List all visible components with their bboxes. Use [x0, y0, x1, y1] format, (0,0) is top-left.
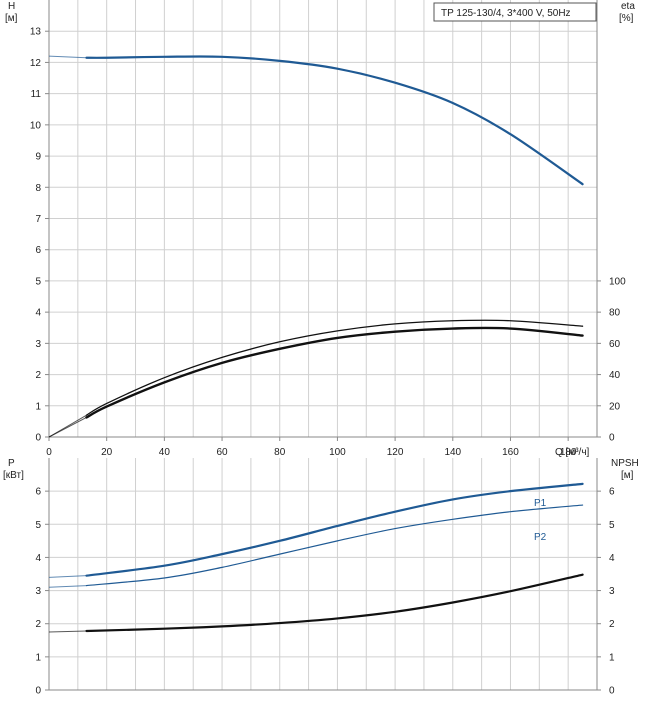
y-left-tick-label: 11	[31, 89, 42, 100]
power-npsh-panel: 0 1 2 3 4 5 6 0 1 2 3 4 5 6	[35, 458, 615, 697]
y-left-tick-label: 4	[35, 553, 41, 564]
y-left-tick-label: 9	[35, 152, 41, 163]
series-label-p1: P1	[534, 498, 547, 509]
x-tick-label: 100	[329, 447, 346, 458]
y-right-tick-label: 0	[609, 433, 615, 444]
y-right-tick-label: 40	[609, 370, 621, 381]
y-left-tick-label: 3	[35, 339, 41, 350]
x-tick-label: 0	[46, 447, 52, 458]
y-right-unit-top: [%]	[619, 13, 634, 24]
series-line-0-1	[85, 319, 584, 416]
y-left-name-bottom: P	[8, 458, 15, 469]
y-right-name-bottom: NPSH	[611, 458, 639, 469]
series-line-1-0	[85, 482, 584, 577]
y-left-tick-label: 2	[35, 619, 41, 630]
y-left-tick-label: 2	[35, 370, 41, 381]
x-tick-label: 80	[274, 447, 286, 458]
y-left-tick-label: 0	[35, 686, 41, 697]
y-left-name-top: H	[8, 1, 15, 12]
y-right-name-top: eta	[621, 1, 635, 12]
y-left-unit-bottom: [кВт]	[3, 470, 24, 481]
chart-title: TP 125-130/4, 3*400 V, 50Hz	[441, 8, 571, 19]
series-line-1-2	[85, 573, 584, 633]
y-left-tick-label: 10	[30, 120, 42, 131]
series-line-0-2	[85, 326, 584, 419]
x-tick-label: 120	[387, 447, 404, 458]
y-right-tick-label: 5	[609, 520, 615, 531]
y-right-tick-label: 2	[609, 619, 615, 630]
series-line-1-1	[85, 504, 584, 587]
series-extension-0-2	[48, 417, 87, 438]
series-extension-1-1	[48, 585, 87, 588]
y-right-tick-label: 80	[609, 308, 621, 319]
y-left-tick-label: 13	[30, 27, 42, 38]
chart-title-box	[433, 2, 597, 22]
x-tick-label: 40	[159, 447, 171, 458]
x-tick-label: 160	[502, 447, 519, 458]
y-left-tick-label: 8	[35, 183, 41, 194]
y-left-tick-label: 7	[35, 214, 41, 225]
y-right-tick-label: 6	[609, 487, 615, 498]
y-left-tick-label: 4	[35, 308, 41, 319]
y-left-tick-label: 6	[35, 487, 41, 498]
series-extension-0-0	[48, 55, 87, 59]
x-tick-label: 140	[444, 447, 461, 458]
y-right-tick-label: 1	[609, 652, 615, 663]
x-axis-label: Q [м³/ч]	[555, 447, 590, 458]
y-right-unit-bottom: [м]	[621, 470, 634, 481]
y-left-tick-label: 0	[35, 433, 41, 444]
y-right-tick-label: 100	[609, 276, 626, 287]
y-left-tick-label: 3	[35, 586, 41, 597]
series-extension-1-0	[48, 575, 87, 578]
y-left-tick-label: 12	[30, 58, 42, 69]
y-right-tick-label: 60	[609, 339, 621, 350]
x-tick-label: 60	[216, 447, 228, 458]
y-left-tick-label: 6	[35, 245, 41, 256]
y-right-tick-label: 4	[609, 553, 615, 564]
y-right-tick-label: 0	[609, 686, 615, 697]
y-left-tick-label: 5	[35, 520, 41, 531]
series-label-p2: P2	[534, 532, 547, 543]
y-left-tick-label: 5	[35, 276, 41, 287]
y-left-tick-label: 1	[35, 652, 41, 663]
x-tick-label: 20	[101, 447, 113, 458]
y-right-tick-label: 3	[609, 586, 615, 597]
series-extension-1-2	[48, 630, 87, 633]
y-left-tick-label: 1	[35, 401, 41, 412]
y-right-tick-label: 20	[609, 401, 621, 412]
y-left-unit-top: [м]	[5, 13, 18, 24]
series-line-0-0	[85, 55, 584, 186]
x-tick-label: 180	[560, 447, 577, 458]
